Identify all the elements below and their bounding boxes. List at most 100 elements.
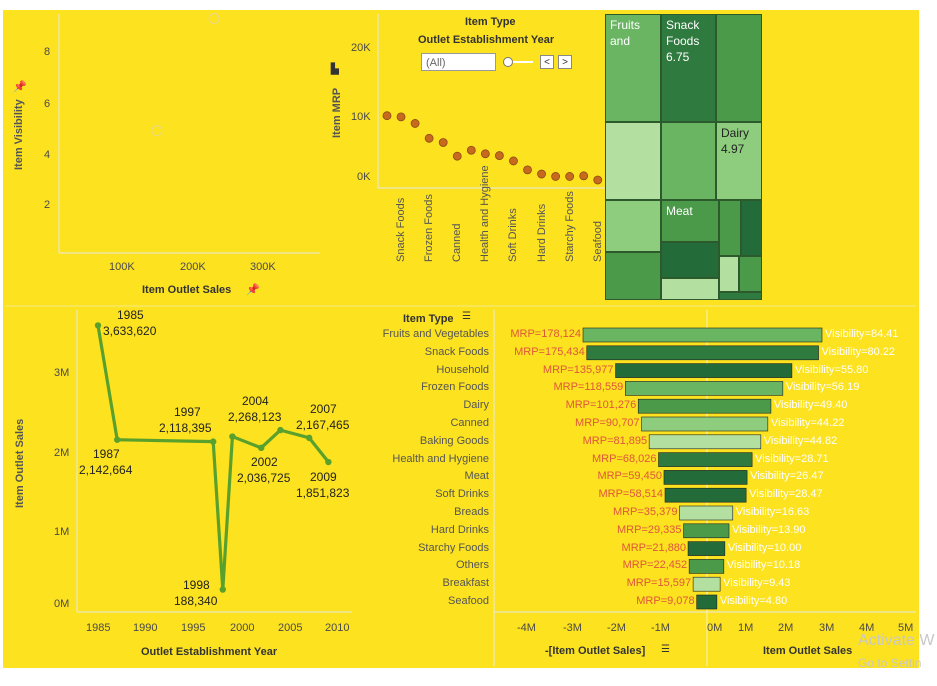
bar-left-tick: -2M xyxy=(607,622,626,634)
treemap-meat[interactable]: Meat xyxy=(661,200,719,242)
line-ytick: 0M xyxy=(54,598,70,610)
treemap-cell[interactable] xyxy=(661,278,719,300)
bar-mrp-label: MRP=178,124 xyxy=(510,328,581,340)
line-data-label-value: 2,167,465 xyxy=(296,418,350,432)
line-data-label-year: 2007 xyxy=(310,402,337,416)
dotplot-point xyxy=(396,112,406,122)
pin-icon[interactable]: 📌 xyxy=(13,81,27,93)
year-filter-input[interactable]: (All) xyxy=(421,53,496,71)
line-point xyxy=(210,438,217,445)
line-point xyxy=(258,444,265,452)
bar-category-label: Frozen Foods xyxy=(421,381,489,394)
dotplot-xtick: Canned xyxy=(451,223,464,262)
treemap-fruits[interactable]: Fruits and xyxy=(605,14,661,122)
bar-mrp-label: MRP=58,514 xyxy=(598,488,663,501)
bar xyxy=(637,398,772,414)
bar-visibility-label: Visibility=28.71 xyxy=(755,452,829,465)
bar-category-label: Others xyxy=(455,559,489,572)
bar-right-tick: 5M xyxy=(898,622,914,634)
bar xyxy=(687,541,726,556)
bar-mrp-label: MRP=22,452 xyxy=(622,559,688,572)
treemap-cell[interactable] xyxy=(661,242,719,278)
treemap-cell[interactable] xyxy=(716,14,762,122)
row-header: Item Type xyxy=(403,313,454,325)
line-data-label-value: 1,851,823 xyxy=(296,486,350,500)
bar-mrp-label: MRP=21,880 xyxy=(621,541,687,554)
treemap-cell[interactable] xyxy=(741,200,762,256)
year-slider-track[interactable] xyxy=(509,61,533,63)
treemap-cell[interactable] xyxy=(719,200,741,256)
scatter-x-title: Item Outlet Sales xyxy=(142,284,232,296)
bar-category-label: Starchy Foods xyxy=(418,541,489,554)
dotplot-point xyxy=(537,169,546,179)
next-button[interactable]: > xyxy=(558,55,572,69)
dotplot-xtick: Seafood xyxy=(591,221,604,262)
dotplot-point xyxy=(410,119,420,128)
bar-mrp-label: MRP=59,450 xyxy=(597,470,662,483)
line-ytick: 3M xyxy=(54,367,70,379)
dotplot-ytick: 0K xyxy=(357,171,371,183)
dotplot-point xyxy=(382,111,392,121)
treemap-cell[interactable] xyxy=(739,256,762,292)
line-xtick: 2010 xyxy=(325,622,350,634)
bar-category-label: Health and Hygiene xyxy=(392,452,489,465)
treemap-cell[interactable] xyxy=(719,292,762,300)
bar-left-tick: 0M xyxy=(707,622,723,634)
line-data-label-value: 2,118,395 xyxy=(159,421,212,435)
bar xyxy=(625,381,784,396)
bar-visibility-label: Visibility=56.19 xyxy=(785,381,860,394)
dotplot-xtick: Soft Drinks xyxy=(507,208,520,262)
treemap-cell[interactable] xyxy=(661,122,716,200)
bar-mrp-label: MRP=118,559 xyxy=(553,381,624,394)
bar-mrp-label: MRP=101,276 xyxy=(565,399,637,412)
treemap: Fruits and Snack Foods 6.75 Dairy 4.97 Meat xyxy=(605,14,762,300)
treemap-cell[interactable] xyxy=(605,252,661,300)
sort-icon[interactable]: ☰ xyxy=(462,311,471,322)
bar-category-label: Canned xyxy=(450,417,489,429)
bar-category-label: Meat xyxy=(464,470,489,483)
pin-icon[interactable]: 📌 xyxy=(246,284,260,296)
bar xyxy=(615,363,793,378)
treemap-cell[interactable] xyxy=(605,200,661,252)
prev-button[interactable]: < xyxy=(540,55,554,69)
bar-mrp-label: MRP=29,335 xyxy=(617,523,682,536)
bar xyxy=(683,523,730,539)
bar-right-axis-title: Item Outlet Sales xyxy=(763,645,853,657)
dotplot-ytick: 20K xyxy=(351,42,371,54)
bar xyxy=(663,470,748,485)
line-xtick: 2005 xyxy=(278,622,303,634)
treemap-dairy[interactable]: Dairy 4.97 xyxy=(716,122,762,200)
bar-category-label: Household xyxy=(436,363,489,376)
line-data-label-year: 2002 xyxy=(251,455,278,469)
line-xtick: 2000 xyxy=(230,622,255,634)
bar-mrp-label: MRP=68,026 xyxy=(592,452,657,465)
scatter-ytick: 6 xyxy=(44,98,51,110)
bar-category-label: Snack Foods xyxy=(424,345,489,358)
dotplot-point xyxy=(565,172,575,181)
year-slider-knob[interactable] xyxy=(503,57,513,67)
treemap-cell[interactable] xyxy=(605,122,661,200)
line-xtick: 1995 xyxy=(181,622,206,634)
dotplot-point xyxy=(579,171,589,181)
sort-icon[interactable]: ☰ xyxy=(661,644,670,655)
line-ytick: 1M xyxy=(54,526,70,538)
bar-visibility-label: Visibility=49.40 xyxy=(773,399,848,412)
bar-category-label: Seafood xyxy=(448,595,489,607)
sort-icon[interactable]: ▙ xyxy=(331,64,339,75)
line-xtick: 1985 xyxy=(86,622,111,634)
treemap-cell[interactable] xyxy=(719,256,739,292)
scatter-ytick: 8 xyxy=(44,46,51,58)
dotplot-point xyxy=(593,175,603,185)
bar-right-tick: 2M xyxy=(778,622,794,634)
line-xtick: 1990 xyxy=(133,622,158,634)
bar-visibility-label: Visibility=44.82 xyxy=(763,434,838,447)
dotplot-point xyxy=(424,133,434,143)
treemap-snack[interactable]: Snack Foods 6.75 xyxy=(661,14,716,122)
dotplot-point xyxy=(480,149,490,159)
treemap-label: Snack Foods 6.75 xyxy=(666,18,700,64)
bar-left-axis-title: -[Item Outlet Sales] xyxy=(545,645,646,657)
bar-right-tick: 1M xyxy=(738,622,754,634)
scatter-point xyxy=(208,12,220,24)
bar-category-label: Breads xyxy=(454,506,489,518)
